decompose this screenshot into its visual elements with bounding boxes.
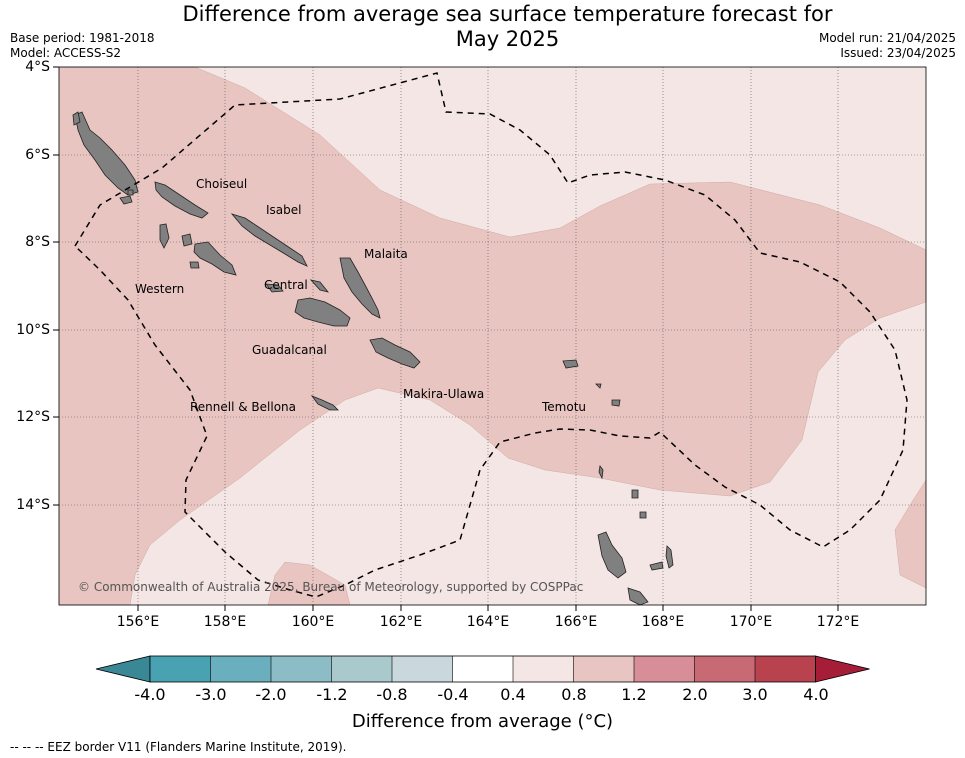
island-kolombangara [181,233,193,247]
island-isabel [230,213,308,267]
colorbar-segment [392,656,453,682]
colorbar-outline [149,655,816,683]
lon-label: 166°E [554,614,598,630]
island-shortland [119,195,133,205]
map-title: Difference from average sea surface temp… [140,2,875,52]
anomaly-region-main [58,66,927,606]
lat-label: 4°S [25,59,50,75]
lon-label: 172°E [816,614,860,630]
colorbar-tick-label: 0.8 [561,685,587,704]
model-run: Model run: 21/04/2025 [818,31,956,45]
islands [72,111,674,606]
meta-left: Base period: 1981-2018 Model: ACCESS-S2 [10,31,155,61]
region-label-central: Central [264,278,308,292]
island-espiritu-santo [597,531,627,579]
lon-label: 168°E [641,614,685,630]
colorbar-tick-label: 4.0 [803,685,829,704]
colorbar-title: Difference from average (°C) [351,711,614,732]
lon-label: 160°E [291,614,335,630]
base-period: Base period: 1981-2018 [10,31,155,45]
region-label-rennell-bellona: Rennell & Bellona [190,400,297,414]
colorbar-tick-label: 3.0 [742,685,768,704]
colorbar-extend-high [815,655,870,683]
lon-label: 170°E [729,614,773,630]
island-vanua-lava [631,489,639,499]
region-label-guadalcanal: Guadalcanal [252,343,327,357]
lon-label: 156°E [116,614,160,630]
colorbar-tick-label: -0.8 [376,685,408,704]
island-bougainville [74,111,139,196]
title-line-1: Difference from average sea surface temp… [182,2,833,26]
island-florida [265,283,284,293]
region-label-makira-ulawa: Makira-Ulawa [403,387,485,401]
colorbar-segment [150,656,211,682]
region-label-malaita: Malaita [364,247,408,261]
axis-ticks [53,66,839,611]
island-russell [309,279,330,293]
island-torres [598,465,604,480]
colorbar-segment [331,656,392,682]
lat-label: 6°S [25,147,50,163]
colorbar-tick-label: -1.2 [316,685,348,704]
lon-label: 162°E [379,614,423,630]
island-guadalcanal [294,297,351,327]
colorbar-segment [513,656,574,682]
colorbar-extend-low [95,655,151,683]
island-vanikoro [611,399,621,407]
eez-border-note: -- -- -- EEZ border V11 (Flanders Marine… [10,740,347,754]
colorbar-segment [573,656,634,682]
colorbar-tick-label: 2.0 [682,685,708,704]
region-label-isabel: Isabel [266,203,302,217]
island-rennell [310,395,339,411]
region-label-western: Western [135,282,185,296]
colorbar-segment [271,656,332,682]
issued-date: Issued: 23/04/2025 [840,46,956,60]
colorbar-tick-label: -4.0 [134,685,166,704]
lon-label: 158°E [203,614,247,630]
colorbar-tick-label: -2.0 [255,685,287,704]
meta-right: Model run: 21/04/2025 Issued: 23/04/2025 [819,31,956,61]
island-new-georgia [193,241,237,276]
island-ontong-java [127,189,134,196]
colorbar-tick-label: -0.4 [437,685,469,704]
island-rendova [189,261,200,269]
colorbar-segment [694,656,755,682]
colorbar-segment [634,656,695,682]
colorbar-segment [210,656,271,682]
colorbar-tick-label: 1.2 [621,685,647,704]
lon-label: 164°E [466,614,510,630]
region-label-temotu: Temotu [542,400,587,414]
island-tinakula [595,383,602,389]
colorbar [95,655,870,683]
island-makira [369,337,421,369]
map-frame [58,66,927,606]
island-malaita [339,257,381,319]
gridlines [59,67,926,605]
island-banks [639,511,647,519]
island-vella [159,223,170,249]
lat-label: 8°S [25,234,50,250]
island-santa-cruz [562,359,579,369]
colorbar-segment [452,656,513,682]
colorbar-segment [755,656,816,682]
copyright-notice: © Commonwealth of Australia 2025, Bureau… [78,580,584,594]
colorbar-tick-label: -3.0 [195,685,227,704]
island-maewo [665,545,674,569]
island-buka [72,111,81,126]
island-malekula [627,587,649,606]
model-name: Model: ACCESS-S2 [10,46,122,60]
lat-label: 12°S [16,409,50,425]
region-label-choiseul: Choiseul [196,177,248,191]
island-ambae [649,561,664,571]
title-line-2: May 2025 [455,27,560,51]
colorbar-tick-label: 0.4 [500,685,526,704]
eez-border [74,72,908,598]
lat-label: 10°S [16,322,50,338]
lat-label: 14°S [16,497,50,513]
island-choiseul [154,181,209,219]
